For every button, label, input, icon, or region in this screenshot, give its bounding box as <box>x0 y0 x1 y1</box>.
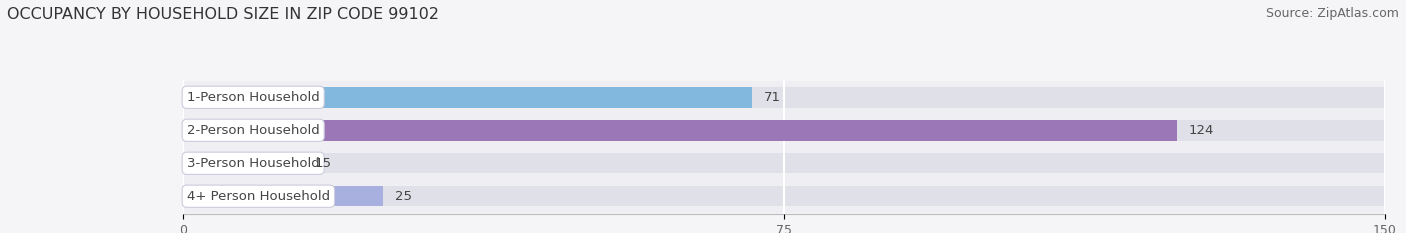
Text: OCCUPANCY BY HOUSEHOLD SIZE IN ZIP CODE 99102: OCCUPANCY BY HOUSEHOLD SIZE IN ZIP CODE … <box>7 7 439 22</box>
Bar <box>183 186 382 206</box>
Text: Source: ZipAtlas.com: Source: ZipAtlas.com <box>1265 7 1399 20</box>
Text: 71: 71 <box>763 91 780 104</box>
Text: 4+ Person Household: 4+ Person Household <box>187 190 330 203</box>
Bar <box>183 180 1385 213</box>
Bar <box>183 186 1385 206</box>
Bar <box>183 114 1385 147</box>
Bar <box>183 87 752 108</box>
Bar <box>183 153 304 174</box>
Text: 124: 124 <box>1188 124 1213 137</box>
Text: 15: 15 <box>315 157 332 170</box>
Bar <box>183 120 1177 140</box>
Text: 25: 25 <box>395 190 412 203</box>
Text: 2-Person Household: 2-Person Household <box>187 124 319 137</box>
Text: 3-Person Household: 3-Person Household <box>187 157 319 170</box>
Bar <box>183 81 1385 114</box>
Bar <box>183 147 1385 180</box>
Bar <box>183 120 1385 140</box>
Bar <box>183 87 1385 108</box>
Bar <box>183 153 1385 174</box>
Text: 1-Person Household: 1-Person Household <box>187 91 319 104</box>
